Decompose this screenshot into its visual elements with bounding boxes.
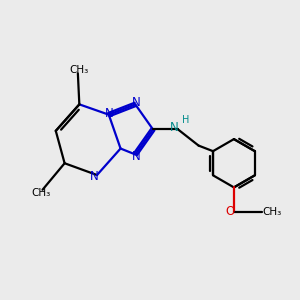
Text: N: N [90, 170, 99, 183]
Text: N: N [105, 107, 114, 120]
Text: CH₃: CH₃ [70, 65, 89, 76]
Text: N: N [170, 121, 179, 134]
Text: N: N [131, 95, 140, 109]
Text: N: N [131, 150, 140, 163]
Text: CH₃: CH₃ [262, 207, 282, 217]
Text: H: H [182, 115, 189, 125]
Text: O: O [226, 205, 235, 218]
Text: CH₃: CH₃ [32, 188, 51, 198]
